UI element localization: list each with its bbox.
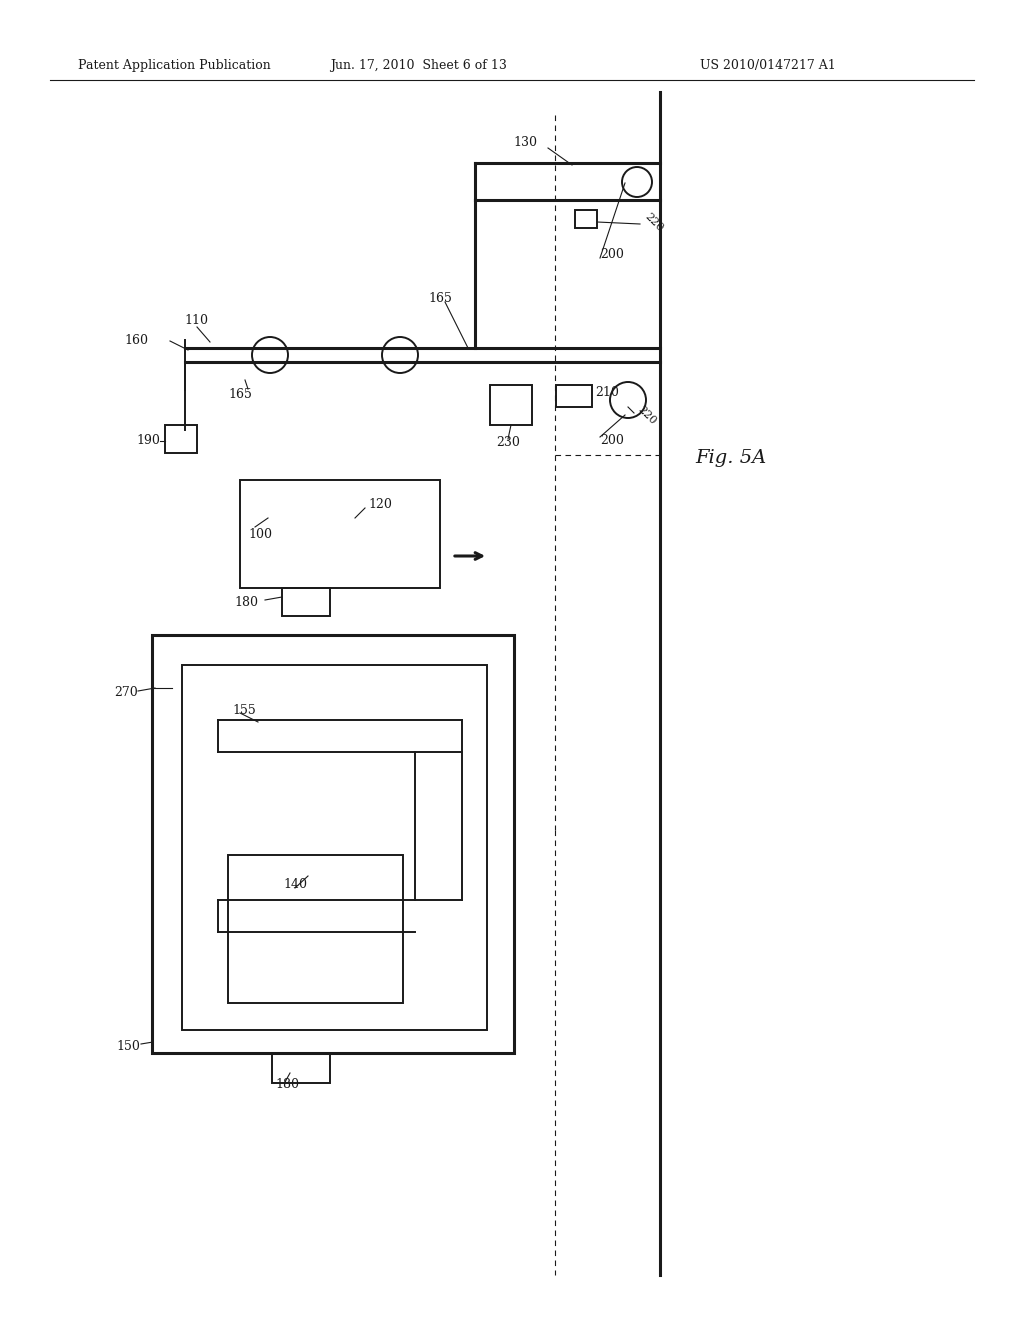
Bar bbox=[228, 855, 403, 1003]
Text: 190: 190 bbox=[136, 434, 160, 447]
Text: US 2010/0147217 A1: US 2010/0147217 A1 bbox=[700, 58, 836, 71]
Text: 165: 165 bbox=[228, 388, 252, 400]
Text: 210: 210 bbox=[595, 387, 618, 400]
Text: 230: 230 bbox=[496, 437, 520, 450]
Text: 160: 160 bbox=[124, 334, 148, 347]
Bar bbox=[282, 587, 330, 616]
Text: Jun. 17, 2010  Sheet 6 of 13: Jun. 17, 2010 Sheet 6 of 13 bbox=[330, 58, 507, 71]
Text: 150: 150 bbox=[116, 1040, 140, 1052]
Bar bbox=[490, 385, 532, 425]
Text: 270: 270 bbox=[115, 686, 138, 700]
Bar bbox=[240, 480, 440, 587]
Text: 110: 110 bbox=[184, 314, 208, 327]
Bar bbox=[182, 665, 487, 1030]
Bar bbox=[272, 1053, 330, 1082]
Text: 140: 140 bbox=[283, 878, 307, 891]
Bar bbox=[556, 385, 592, 407]
Bar bbox=[575, 210, 597, 228]
Text: Patent Application Publication: Patent Application Publication bbox=[78, 58, 270, 71]
Text: 120: 120 bbox=[368, 498, 392, 511]
Text: 220: 220 bbox=[636, 404, 658, 426]
Text: 155: 155 bbox=[232, 704, 256, 717]
Bar bbox=[165, 425, 197, 453]
Bar bbox=[152, 635, 514, 1053]
Text: 165: 165 bbox=[428, 292, 452, 305]
Text: Fig. 5A: Fig. 5A bbox=[695, 449, 766, 467]
Text: 130: 130 bbox=[513, 136, 537, 149]
Text: 180: 180 bbox=[275, 1078, 299, 1092]
Text: 220: 220 bbox=[643, 211, 666, 234]
Text: 200: 200 bbox=[600, 248, 624, 261]
Text: 100: 100 bbox=[248, 528, 272, 540]
Text: 200: 200 bbox=[600, 433, 624, 446]
Text: 180: 180 bbox=[234, 597, 258, 610]
